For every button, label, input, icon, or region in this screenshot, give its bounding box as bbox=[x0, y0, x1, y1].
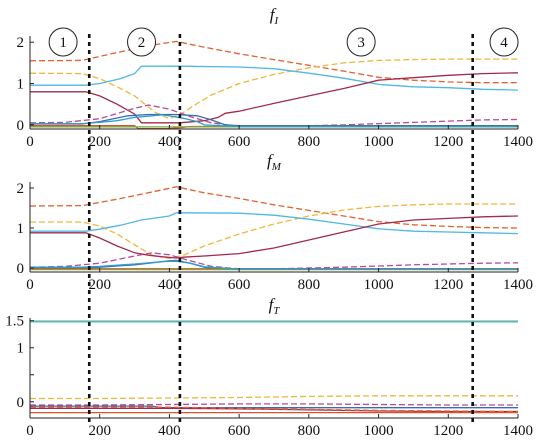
series-line-9 bbox=[30, 260, 518, 270]
series-line-4 bbox=[30, 72, 519, 124]
panel-title: fI bbox=[270, 5, 280, 27]
series-line-7 bbox=[30, 406, 519, 413]
x-tick-label: 600 bbox=[228, 134, 251, 150]
series-line-5 bbox=[29, 104, 519, 128]
series-line-1 bbox=[29, 40, 518, 84]
series-line-3 bbox=[30, 65, 519, 91]
x-tick-label: 1000 bbox=[364, 423, 394, 439]
phase-label-text: 3 bbox=[357, 35, 365, 51]
x-tick-label: 600 bbox=[228, 277, 251, 293]
y-tick-label: 0 bbox=[17, 261, 25, 277]
x-tick-label: 1000 bbox=[364, 277, 394, 293]
x-tick-label: 0 bbox=[26, 277, 34, 293]
series-line-2 bbox=[29, 58, 518, 120]
x-tick-label: 1200 bbox=[433, 134, 463, 150]
phase-label-circle bbox=[489, 27, 519, 57]
phase-label-circle bbox=[48, 27, 78, 57]
phase-label-2: 2 bbox=[127, 27, 157, 57]
series-line-1 bbox=[29, 186, 519, 229]
x-tick-label: 1200 bbox=[433, 277, 463, 293]
series-group bbox=[29, 40, 519, 130]
x-tick-label: 800 bbox=[298, 423, 321, 439]
y-tick-label: 1 bbox=[17, 341, 25, 357]
y-tick-label: 1 bbox=[17, 221, 25, 237]
panel-title-subscript: I bbox=[274, 15, 280, 27]
y-tick-label: 2 bbox=[17, 35, 25, 51]
phase-label-text: 4 bbox=[500, 35, 508, 51]
x-tick-label: 200 bbox=[88, 277, 111, 293]
series-line-3 bbox=[30, 212, 519, 235]
series-line-4 bbox=[30, 215, 519, 259]
panel-title-subscript: M bbox=[271, 161, 282, 173]
panel-2: fM 0 200 400 600 800 1000 1200 1400 0 1 2 bbox=[17, 151, 534, 293]
x-tick-label: 800 bbox=[298, 134, 321, 150]
x-tick-label: 1200 bbox=[433, 423, 463, 439]
x-tick-label: 400 bbox=[158, 134, 181, 150]
phase-label-1: 1 bbox=[48, 27, 78, 57]
y-tick-label: 1.5 bbox=[5, 314, 24, 330]
series-line-6 bbox=[30, 113, 518, 127]
x-tick-label: 1400 bbox=[503, 423, 533, 439]
x-tick-label: 0 bbox=[26, 134, 34, 150]
panel-1: fI 0 200 400 600 800 1000 1200 1400 0 1 2 bbox=[17, 5, 534, 150]
phase-labels: 1 2 3 4 bbox=[48, 27, 519, 57]
series-line-9 bbox=[30, 114, 518, 128]
y-tick-label: 0 bbox=[17, 395, 25, 411]
x-tick-label: 800 bbox=[298, 277, 321, 293]
x-tick-label: 400 bbox=[158, 277, 181, 293]
phase-label-circle bbox=[346, 27, 376, 57]
y-tick-label: 2 bbox=[17, 181, 25, 197]
panel-title: fM bbox=[267, 151, 282, 173]
phase-label-text: 1 bbox=[59, 35, 67, 51]
x-tick-label: 1400 bbox=[503, 134, 533, 150]
series-line-4 bbox=[30, 403, 518, 406]
x-tick-label: 1400 bbox=[503, 277, 533, 293]
x-tick-label: 200 bbox=[88, 134, 111, 150]
x-tick-label: 200 bbox=[88, 423, 111, 439]
panel-3: fT 0 200 400 600 800 1000 1200 1400 0 1 1.5 bbox=[5, 295, 533, 439]
x-tick-label: 400 bbox=[158, 423, 181, 439]
series-line-2 bbox=[30, 203, 518, 260]
x-tick-label: 600 bbox=[228, 423, 251, 439]
phase-label-circle bbox=[127, 27, 157, 57]
panel-title-subscript: T bbox=[273, 305, 280, 317]
x-tick-label: 1000 bbox=[364, 134, 394, 150]
phase-divider-lines bbox=[87, 34, 474, 425]
series-group bbox=[30, 320, 519, 414]
phase-label-3: 3 bbox=[346, 27, 376, 57]
phase-label-4: 4 bbox=[489, 27, 519, 57]
y-tick-label: 1 bbox=[17, 77, 25, 93]
series-group bbox=[29, 186, 519, 271]
y-tick-label: 0 bbox=[17, 118, 25, 134]
phase-label-text: 2 bbox=[138, 35, 146, 51]
x-tick-label: 0 bbox=[26, 423, 34, 439]
panel-title: fT bbox=[269, 295, 281, 317]
series-line-3 bbox=[30, 395, 518, 400]
